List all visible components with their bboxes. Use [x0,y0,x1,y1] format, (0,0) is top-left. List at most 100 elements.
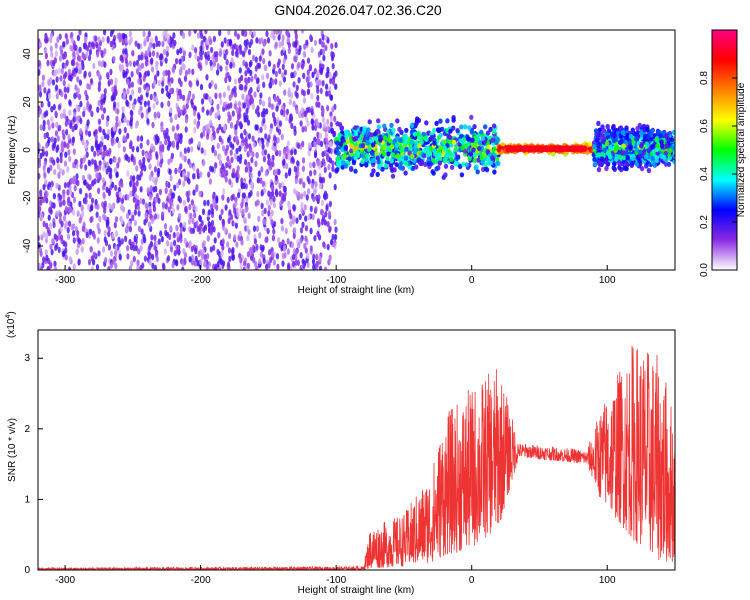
heatmap-cell [153,264,158,270]
heatmap-cell [307,214,311,221]
heatmap-cell [150,37,154,44]
heatmap-cell [264,170,268,177]
heatmap-cell [263,64,267,71]
heatmap-cell [206,199,210,206]
heatmap-cell [107,266,111,270]
heatmap-cell [489,160,494,166]
heatmap-cell [451,115,456,121]
heatmap-cell [281,239,285,246]
heatmap-cell [117,120,121,127]
heatmap-cell [296,170,300,178]
heatmap-cell [296,259,300,266]
heatmap-cell [192,173,196,180]
heatmap-cell [171,207,176,215]
heatmap-cell [412,131,418,137]
heatmap-cell [164,32,168,39]
heatmap-cell [199,83,204,91]
heatmap-cell [250,172,254,180]
heatmap-cell [438,132,443,138]
heatmap-cell [152,205,157,213]
heatmap-cell [189,212,193,220]
heatmap-cell [262,81,266,89]
heatmap-cell [53,168,57,176]
heatmap-cell [345,138,350,145]
heatmap-cell [167,192,171,200]
spectrogram-y-label: Frequency (Hz) [7,116,18,185]
heatmap-cell [316,160,320,167]
heatmap-cell [175,58,179,65]
heatmap-cell [267,60,272,67]
heatmap-cell [315,79,319,86]
heatmap-cell [81,225,85,232]
heatmap-cell [137,78,141,85]
heatmap-cell [321,48,325,56]
heatmap-cell [254,124,258,131]
heatmap-cell [492,146,497,152]
heatmap-cell [275,30,279,36]
heatmap-cell [94,162,98,170]
heatmap-cell [335,121,340,127]
heatmap-cell [410,165,416,171]
heatmap-cell [227,84,231,92]
heatmap-cell [163,223,168,230]
heatmap-cell [331,165,335,172]
heatmap-cell [330,238,334,246]
heatmap-cell [218,214,222,221]
heatmap-cell [114,230,119,237]
heatmap-cell [193,127,197,134]
heatmap-cell [114,184,118,192]
heatmap-cell [206,109,210,116]
heatmap-cell [611,165,616,171]
heatmap-cell [112,258,116,265]
heatmap-cell [365,140,370,146]
heatmap-cell [340,164,345,170]
heatmap-cell [290,122,294,129]
heatmap-cell [150,217,154,224]
heatmap-cell [270,103,274,110]
heatmap-cell [297,241,301,249]
heatmap-cell [169,241,173,248]
heatmap-cell [273,135,277,142]
heatmap-cell [102,107,106,114]
heatmap-cell [480,135,486,142]
heatmap-cell [155,240,159,248]
heatmap-cell [75,248,79,255]
heatmap-cell [266,72,270,80]
heatmap-cell [231,110,235,117]
heatmap-cell [58,201,63,208]
heatmap-cell [324,132,328,139]
heatmap-cell [254,160,258,167]
heatmap-cell [62,79,66,87]
heatmap-cell [313,140,317,148]
heatmap-cell [271,78,275,86]
heatmap-cell [269,199,273,206]
heatmap-cell [230,156,234,164]
heatmap-cell [109,30,113,37]
heatmap-cell [658,132,663,139]
heatmap-cell [242,192,246,199]
heatmap-cell [491,123,497,129]
heatmap-cell [151,176,155,183]
heatmap-cell [93,150,97,158]
heatmap-cell [81,210,85,218]
heatmap-cell [211,166,215,173]
heatmap-cell [301,221,305,228]
heatmap-cell [76,210,80,217]
heatmap-cell [259,177,263,184]
heatmap-cell [140,62,145,69]
heatmap-cell [469,129,475,135]
heatmap-cell [306,88,311,96]
heatmap-cell [485,149,490,155]
heatmap-cell [185,190,189,198]
heatmap-cell [138,159,142,166]
heatmap-cell [295,217,299,224]
heatmap-cell [273,95,277,103]
heatmap-cell [240,239,244,246]
heatmap-cell [255,152,259,159]
heatmap-cell [303,43,307,50]
heatmap-cell [265,108,269,115]
heatmap-cell [158,54,163,61]
heatmap-cell [249,30,253,36]
heatmap-cell [472,124,477,130]
heatmap-cell [307,81,311,89]
